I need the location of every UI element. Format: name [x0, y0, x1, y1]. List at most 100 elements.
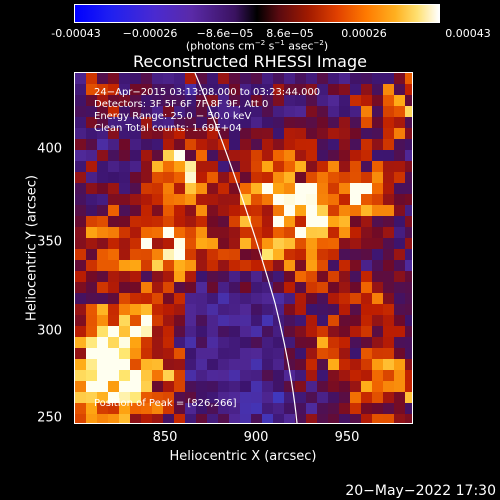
heatmap-cell — [174, 381, 185, 392]
heatmap-cell — [196, 128, 207, 139]
heatmap-cell — [152, 172, 163, 183]
heatmap-cell — [196, 183, 207, 194]
heatmap-cell — [75, 73, 86, 84]
heatmap-cell — [284, 249, 295, 260]
heatmap-cell — [350, 139, 361, 150]
heatmap-cell — [119, 414, 130, 423]
heatmap-cell — [75, 348, 86, 359]
heatmap-cell — [251, 370, 262, 381]
heatmap-cell — [328, 238, 339, 249]
heatmap-cell — [174, 117, 185, 128]
heatmap-cell — [405, 128, 412, 139]
heatmap-cell — [339, 337, 350, 348]
heatmap-cell — [262, 150, 273, 161]
heatmap-cell — [361, 260, 372, 271]
heatmap-cell — [174, 161, 185, 172]
heatmap-cell — [108, 315, 119, 326]
heatmap-cell — [339, 139, 350, 150]
heatmap-cell — [163, 84, 174, 95]
heatmap-cell — [229, 150, 240, 161]
colorbar-tick-label: −0.00026 — [122, 27, 178, 40]
heatmap-cell — [284, 337, 295, 348]
heatmap-cell — [108, 205, 119, 216]
colorbar-tick-label: 8.6e−05 — [266, 27, 314, 40]
heatmap-cell — [317, 326, 328, 337]
heatmap-cell — [383, 282, 394, 293]
heatmap-cell — [196, 172, 207, 183]
heatmap-cell — [185, 381, 196, 392]
heatmap-cell — [295, 117, 306, 128]
heatmap-cell — [108, 271, 119, 282]
heatmap-cell — [251, 161, 262, 172]
heatmap-cell — [339, 370, 350, 381]
heatmap-cell — [174, 271, 185, 282]
heatmap-cell — [339, 392, 350, 403]
heatmap-cell — [141, 139, 152, 150]
heatmap-cell — [317, 150, 328, 161]
heatmap-cell — [97, 139, 108, 150]
heatmap-cell — [394, 73, 405, 84]
heatmap-cell — [185, 238, 196, 249]
heatmap-cell — [295, 381, 306, 392]
heatmap-cell — [361, 128, 372, 139]
heatmap-cell — [273, 205, 284, 216]
heatmap-cell — [75, 337, 86, 348]
heatmap-cell — [372, 260, 383, 271]
heatmap-cell — [317, 370, 328, 381]
heatmap-cell — [317, 172, 328, 183]
heatmap-cell — [394, 95, 405, 106]
x-axis-label: Heliocentric X (arcsec) — [169, 449, 317, 464]
heatmap-cell — [86, 227, 97, 238]
heatmap-cell — [262, 84, 273, 95]
heatmap-cell — [75, 403, 86, 414]
heatmap-cell — [185, 117, 196, 128]
heatmap-cell — [372, 139, 383, 150]
heatmap-cell — [119, 381, 130, 392]
heatmap-cell — [328, 194, 339, 205]
heatmap-cell — [97, 117, 108, 128]
heatmap-cell — [119, 315, 130, 326]
heatmap-cell — [383, 128, 394, 139]
heatmap-cell — [185, 194, 196, 205]
heatmap-cell — [130, 227, 141, 238]
heatmap-cell — [207, 293, 218, 304]
heatmap-cell — [262, 128, 273, 139]
heatmap-cell — [196, 194, 207, 205]
heatmap-cell — [97, 370, 108, 381]
heatmap-cell — [174, 172, 185, 183]
heatmap-cell — [251, 282, 262, 293]
heatmap-cell — [273, 183, 284, 194]
heatmap-cell — [405, 183, 412, 194]
heatmap-cell — [273, 106, 284, 117]
heatmap-cell — [317, 161, 328, 172]
heatmap-cell — [383, 194, 394, 205]
heatmap-cell — [339, 128, 350, 139]
heatmap-cell — [163, 348, 174, 359]
heatmap-cell — [295, 194, 306, 205]
heatmap-cell — [163, 227, 174, 238]
heatmap-cell — [152, 216, 163, 227]
heatmap-cell — [86, 337, 97, 348]
heatmap-cell — [152, 271, 163, 282]
heatmap-cell — [75, 216, 86, 227]
heatmap-cell — [152, 128, 163, 139]
heatmap-cell — [262, 403, 273, 414]
heatmap-cell — [218, 205, 229, 216]
heatmap-cell — [361, 216, 372, 227]
heatmap-cell — [86, 370, 97, 381]
heatmap-cell — [108, 392, 119, 403]
heatmap-cell — [317, 84, 328, 95]
heatmap-cell — [273, 392, 284, 403]
heatmap-cell — [251, 249, 262, 260]
heatmap-cell — [229, 414, 240, 423]
heatmap-cell — [251, 271, 262, 282]
heatmap-cell — [295, 172, 306, 183]
heatmap-cell — [75, 381, 86, 392]
heatmap-cell — [207, 150, 218, 161]
heatmap-cell — [306, 95, 317, 106]
heatmap-cell — [196, 293, 207, 304]
heatmap-cell — [86, 150, 97, 161]
heatmap-cell — [394, 249, 405, 260]
heatmap-cell — [306, 117, 317, 128]
heatmap-cell — [372, 315, 383, 326]
